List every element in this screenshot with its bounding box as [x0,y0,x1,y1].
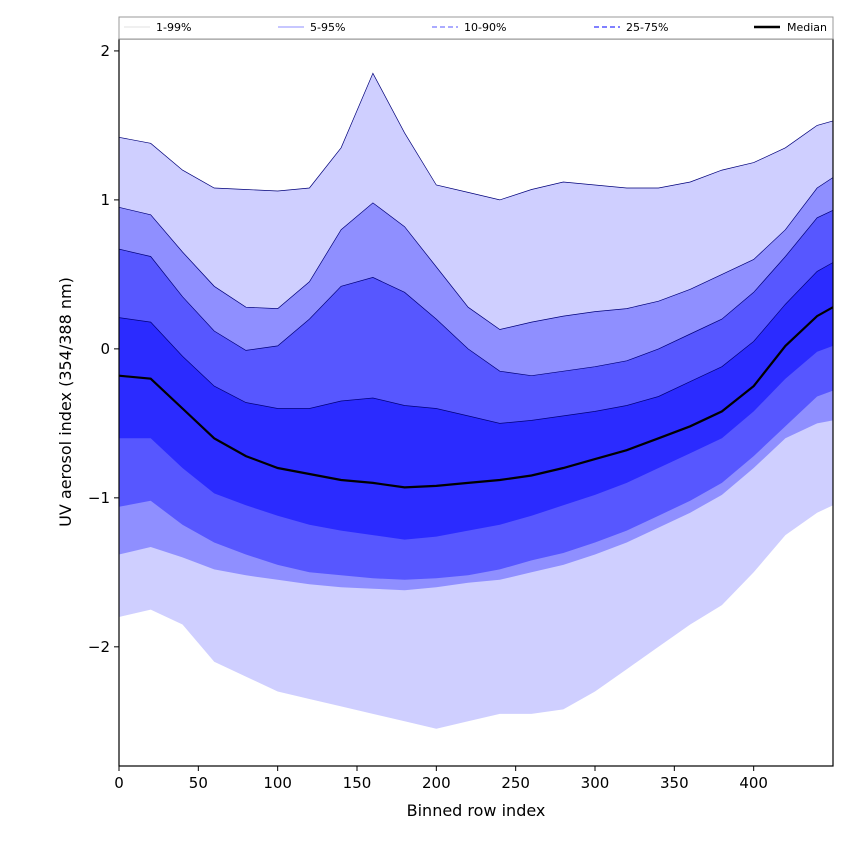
median-line [118,306,834,489]
legend-label-25-75-: 25-75% [626,21,668,34]
x-tick-label: 50 [189,774,208,792]
percentile-bands [118,72,834,729]
legend-label-median: Median [787,21,827,34]
y-axis-label: UV aerosol index (354/388 nm) [56,277,75,527]
band-upper-edge-10-90- [118,209,834,377]
y-tick-label: −1 [88,489,110,507]
x-tick-label: 150 [343,774,372,792]
band-upper-edge-25-75- [118,262,834,424]
legend-label-5-95-: 5-95% [310,21,345,34]
y-tick-label: −2 [88,638,110,656]
median-layer [118,306,834,489]
x-axis-label: Binned row index [407,801,546,820]
band-upper-edge-1-99- [118,72,834,201]
band-25-75- [119,262,833,540]
x-tick-label: 200 [422,774,451,792]
x-tick-label: 300 [581,774,610,792]
x-tick-label: 400 [739,774,768,792]
x-axis-ticks: 0 50 100 150 200 250 300 350 400 [114,766,768,792]
legend-box [118,16,834,40]
x-tick-label: 100 [263,774,292,792]
y-tick-label: 0 [100,340,110,358]
legend-label-10-90-: 10-90% [464,21,506,34]
y-tick-label: 1 [100,191,110,209]
band-upper-edge-5-95- [118,177,834,330]
y-tick-label: 2 [100,42,110,60]
x-tick-label: 350 [660,774,689,792]
y-axis-ticks: −2 −1 0 1 2 [88,42,119,656]
legend: 1-99% 5-95% 10-90% 25-75% Median [118,16,834,40]
legend-label-1-99-: 1-99% [156,21,191,34]
x-tick-label: 0 [114,774,124,792]
x-tick-label: 250 [501,774,530,792]
